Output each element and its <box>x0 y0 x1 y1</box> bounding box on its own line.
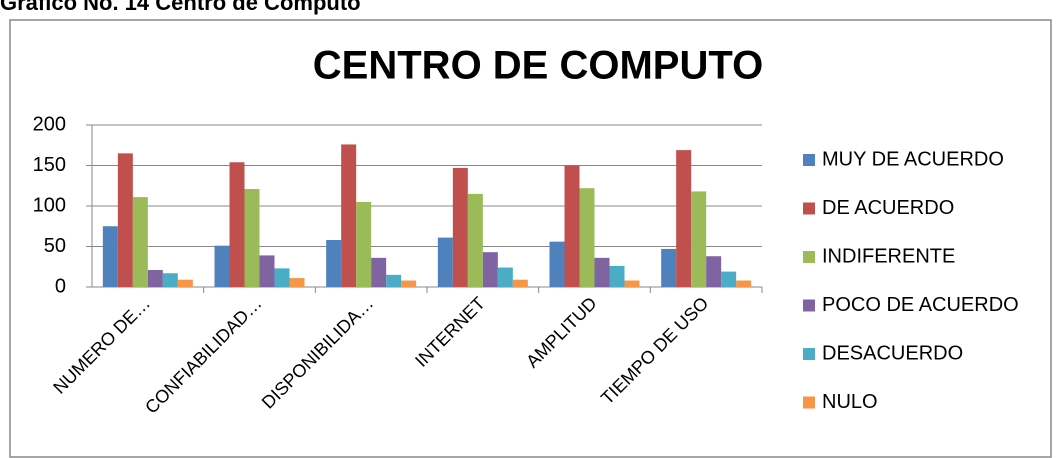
caption: Grafico No. 14 Centro de Computo <box>0 0 361 15</box>
bar <box>341 144 357 287</box>
legend-swatch <box>803 348 815 360</box>
bar <box>549 241 565 287</box>
bar <box>229 162 245 287</box>
bar <box>147 269 163 287</box>
bar <box>274 268 290 287</box>
legend-label: DE ACUERDO <box>822 197 954 219</box>
bar <box>512 279 528 287</box>
y-tick-label: 100 <box>33 194 66 216</box>
bar <box>356 201 372 287</box>
bar <box>594 257 610 287</box>
bar <box>401 280 417 287</box>
bar <box>371 257 387 287</box>
bar <box>467 193 483 287</box>
chart-border <box>9 19 1052 458</box>
bar <box>691 191 707 287</box>
legend-swatch <box>803 396 815 409</box>
bar <box>289 278 305 287</box>
bar <box>132 197 148 287</box>
bar <box>609 265 625 287</box>
legend-label: POCO DE ACUERDO <box>822 294 1019 316</box>
legend-label: MUY DE ACUERDO <box>822 148 1004 170</box>
legend-swatch <box>803 299 815 312</box>
legend-label: DESACUERDO <box>822 342 963 364</box>
bar <box>326 240 342 287</box>
bar <box>102 226 118 287</box>
legend-label: INDIFERENTE <box>822 245 955 267</box>
y-tick-label: 50 <box>44 235 66 257</box>
bar <box>661 248 677 287</box>
bar <box>244 188 260 287</box>
legend-swatch <box>803 154 815 166</box>
bar <box>452 167 468 287</box>
bar <box>437 237 453 287</box>
bar <box>259 255 275 287</box>
bar <box>624 280 640 287</box>
y-tick-label: 200 <box>33 113 66 135</box>
bar <box>706 256 722 287</box>
bar <box>676 150 692 287</box>
bar <box>214 245 230 287</box>
bar <box>736 280 752 287</box>
bar <box>579 188 595 287</box>
legend-label: NULO <box>822 391 878 413</box>
legend-swatch <box>803 202 815 215</box>
bar <box>721 271 737 287</box>
bar <box>497 267 513 287</box>
bar <box>386 274 402 287</box>
bar <box>564 165 580 287</box>
y-tick-label: 0 <box>55 275 66 297</box>
bar <box>162 273 178 287</box>
legend-swatch <box>803 251 815 263</box>
chart-title: CENTRO DE COMPUTO <box>313 44 763 88</box>
bar <box>117 153 133 287</box>
y-tick-label: 150 <box>33 154 66 176</box>
bar <box>482 252 498 287</box>
bar <box>177 279 193 287</box>
